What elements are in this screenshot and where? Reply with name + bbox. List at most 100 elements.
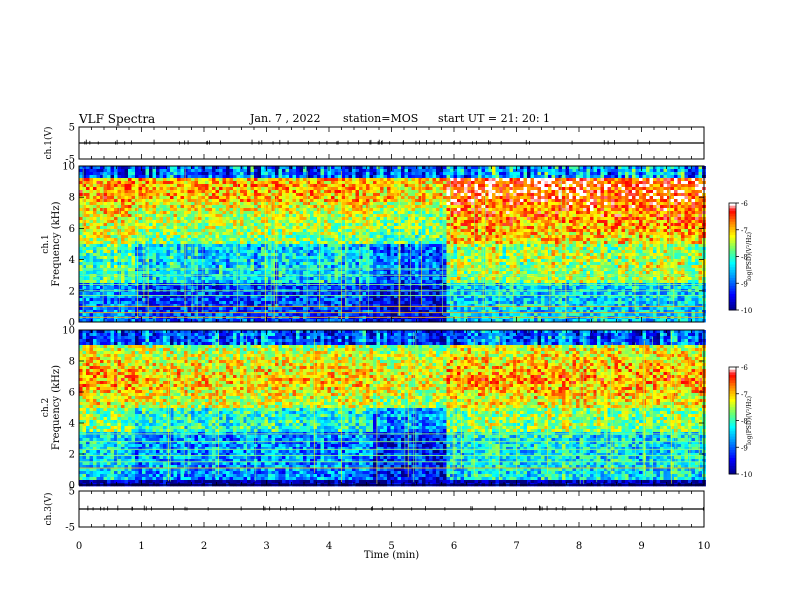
spectrogram-cell [369,181,374,185]
spectrogram-cell [345,199,349,203]
spectrogram-cell [93,247,97,251]
spectrogram-cell [383,304,388,308]
spectrogram-cell [359,292,363,296]
spectrogram-cell [334,226,339,230]
spectrogram-cell [212,169,216,173]
spectrogram-cell [250,202,255,206]
spectrogram-cell [107,262,111,266]
spectrogram-cell [383,217,388,221]
spectrogram-cell [205,271,209,275]
spectrogram-cell [205,205,209,209]
spectrogram-cell [103,220,108,224]
spectrogram-cell [114,220,118,224]
spectrogram-cell [149,202,153,206]
spectrogram-cell [268,307,272,311]
spectrogram-cell [229,199,234,203]
spectrogram-cell [114,223,118,227]
spectrogram-cell [306,259,311,263]
spectrogram-cell [411,319,416,323]
spectrogram-cell [355,310,360,314]
spectrogram-cell [131,217,136,221]
spectrogram-cell [306,223,311,227]
spectrogram-cell [163,232,167,236]
spectrogram-cell [376,202,381,206]
spectrogram-cell [131,304,136,308]
spectrogram-cell [348,298,353,302]
spectrogram-cell [380,256,384,260]
spectrogram-cell [254,166,258,170]
spectrogram-cell [310,295,314,299]
spectrogram-cell [292,256,297,260]
spectrogram-cell [380,265,384,269]
spectrogram-cell [131,301,136,305]
spectrogram-cell [359,241,363,245]
spectrogram-cell [159,235,164,239]
spectrogram-cell [408,298,412,302]
spectrogram-cell [345,184,349,188]
spectrogram-cell [317,190,321,194]
spectrogram-cell [170,226,174,230]
spectrogram-cell [268,169,272,173]
spectrogram-cell [299,301,304,305]
spectrogram-cell [369,226,374,230]
spectrogram-cell [82,280,87,284]
spectrogram-cell [345,205,349,209]
spectrogram-cell [103,190,108,194]
spectrogram-cell [334,232,339,236]
spectrogram-cell [355,265,360,269]
spectrogram-cell [327,226,332,230]
spectrogram-cell [394,259,398,263]
spectrogram-cell [303,175,307,179]
spectrogram-cell [324,214,328,218]
spectrogram-cell [128,319,132,323]
spectrogram-cell [292,184,297,188]
spectrogram-cell [187,244,192,248]
spectrogram-cell [89,205,94,209]
spectrogram-cell [145,175,150,179]
spectrogram-cell [261,169,265,173]
spectrogram-cell [271,196,276,200]
spectrogram-cell [264,238,269,242]
spectrogram-cell [222,166,227,170]
spectrogram-cell [201,307,206,311]
spectrogram-cell [257,235,262,239]
spectrogram-cell [257,268,262,272]
spectrogram-cell [359,301,363,305]
spectrogram-cell [89,226,94,230]
spectrogram-cell [257,295,262,299]
spectrogram-cell [264,202,269,206]
spectrogram-cell [275,184,279,188]
spectrogram-cell [320,292,325,296]
spectrogram-cell [208,295,213,299]
spectrogram-cell [366,223,370,227]
spectrogram-cell [289,310,293,314]
spectrogram-cell [390,256,395,260]
spectrogram-cell [257,301,262,305]
spectrogram-cell [404,277,409,281]
spectrogram-cell [149,253,153,257]
spectrogram-cell [345,181,349,185]
spectrogram-cell [135,250,139,254]
spectrogram-cell [184,247,188,251]
spectrogram-cell [212,199,216,203]
spectrogram-cell [163,295,167,299]
spectrogram-cell [303,178,307,182]
spectrogram-cell [257,307,262,311]
spectrogram-cell [82,262,87,266]
spectrogram-cell [222,271,227,275]
spectrogram-cell [373,232,377,236]
spectrogram-cell [257,241,262,245]
spectrogram-cell [194,181,199,185]
spectrogram-cell [205,199,209,203]
spectrogram-cell [215,166,220,170]
spectrogram-cell [173,229,178,233]
spectrogram-cell [166,169,171,173]
spectrogram-cell [79,196,83,200]
spectrogram-cell [236,184,241,188]
spectrogram-cell [341,193,346,197]
spectrogram-cell [173,280,178,284]
spectrogram-cell [338,286,342,290]
spectrogram-cell [296,226,300,230]
spectrogram-cell [348,256,353,260]
spectrogram-cell [240,253,244,257]
